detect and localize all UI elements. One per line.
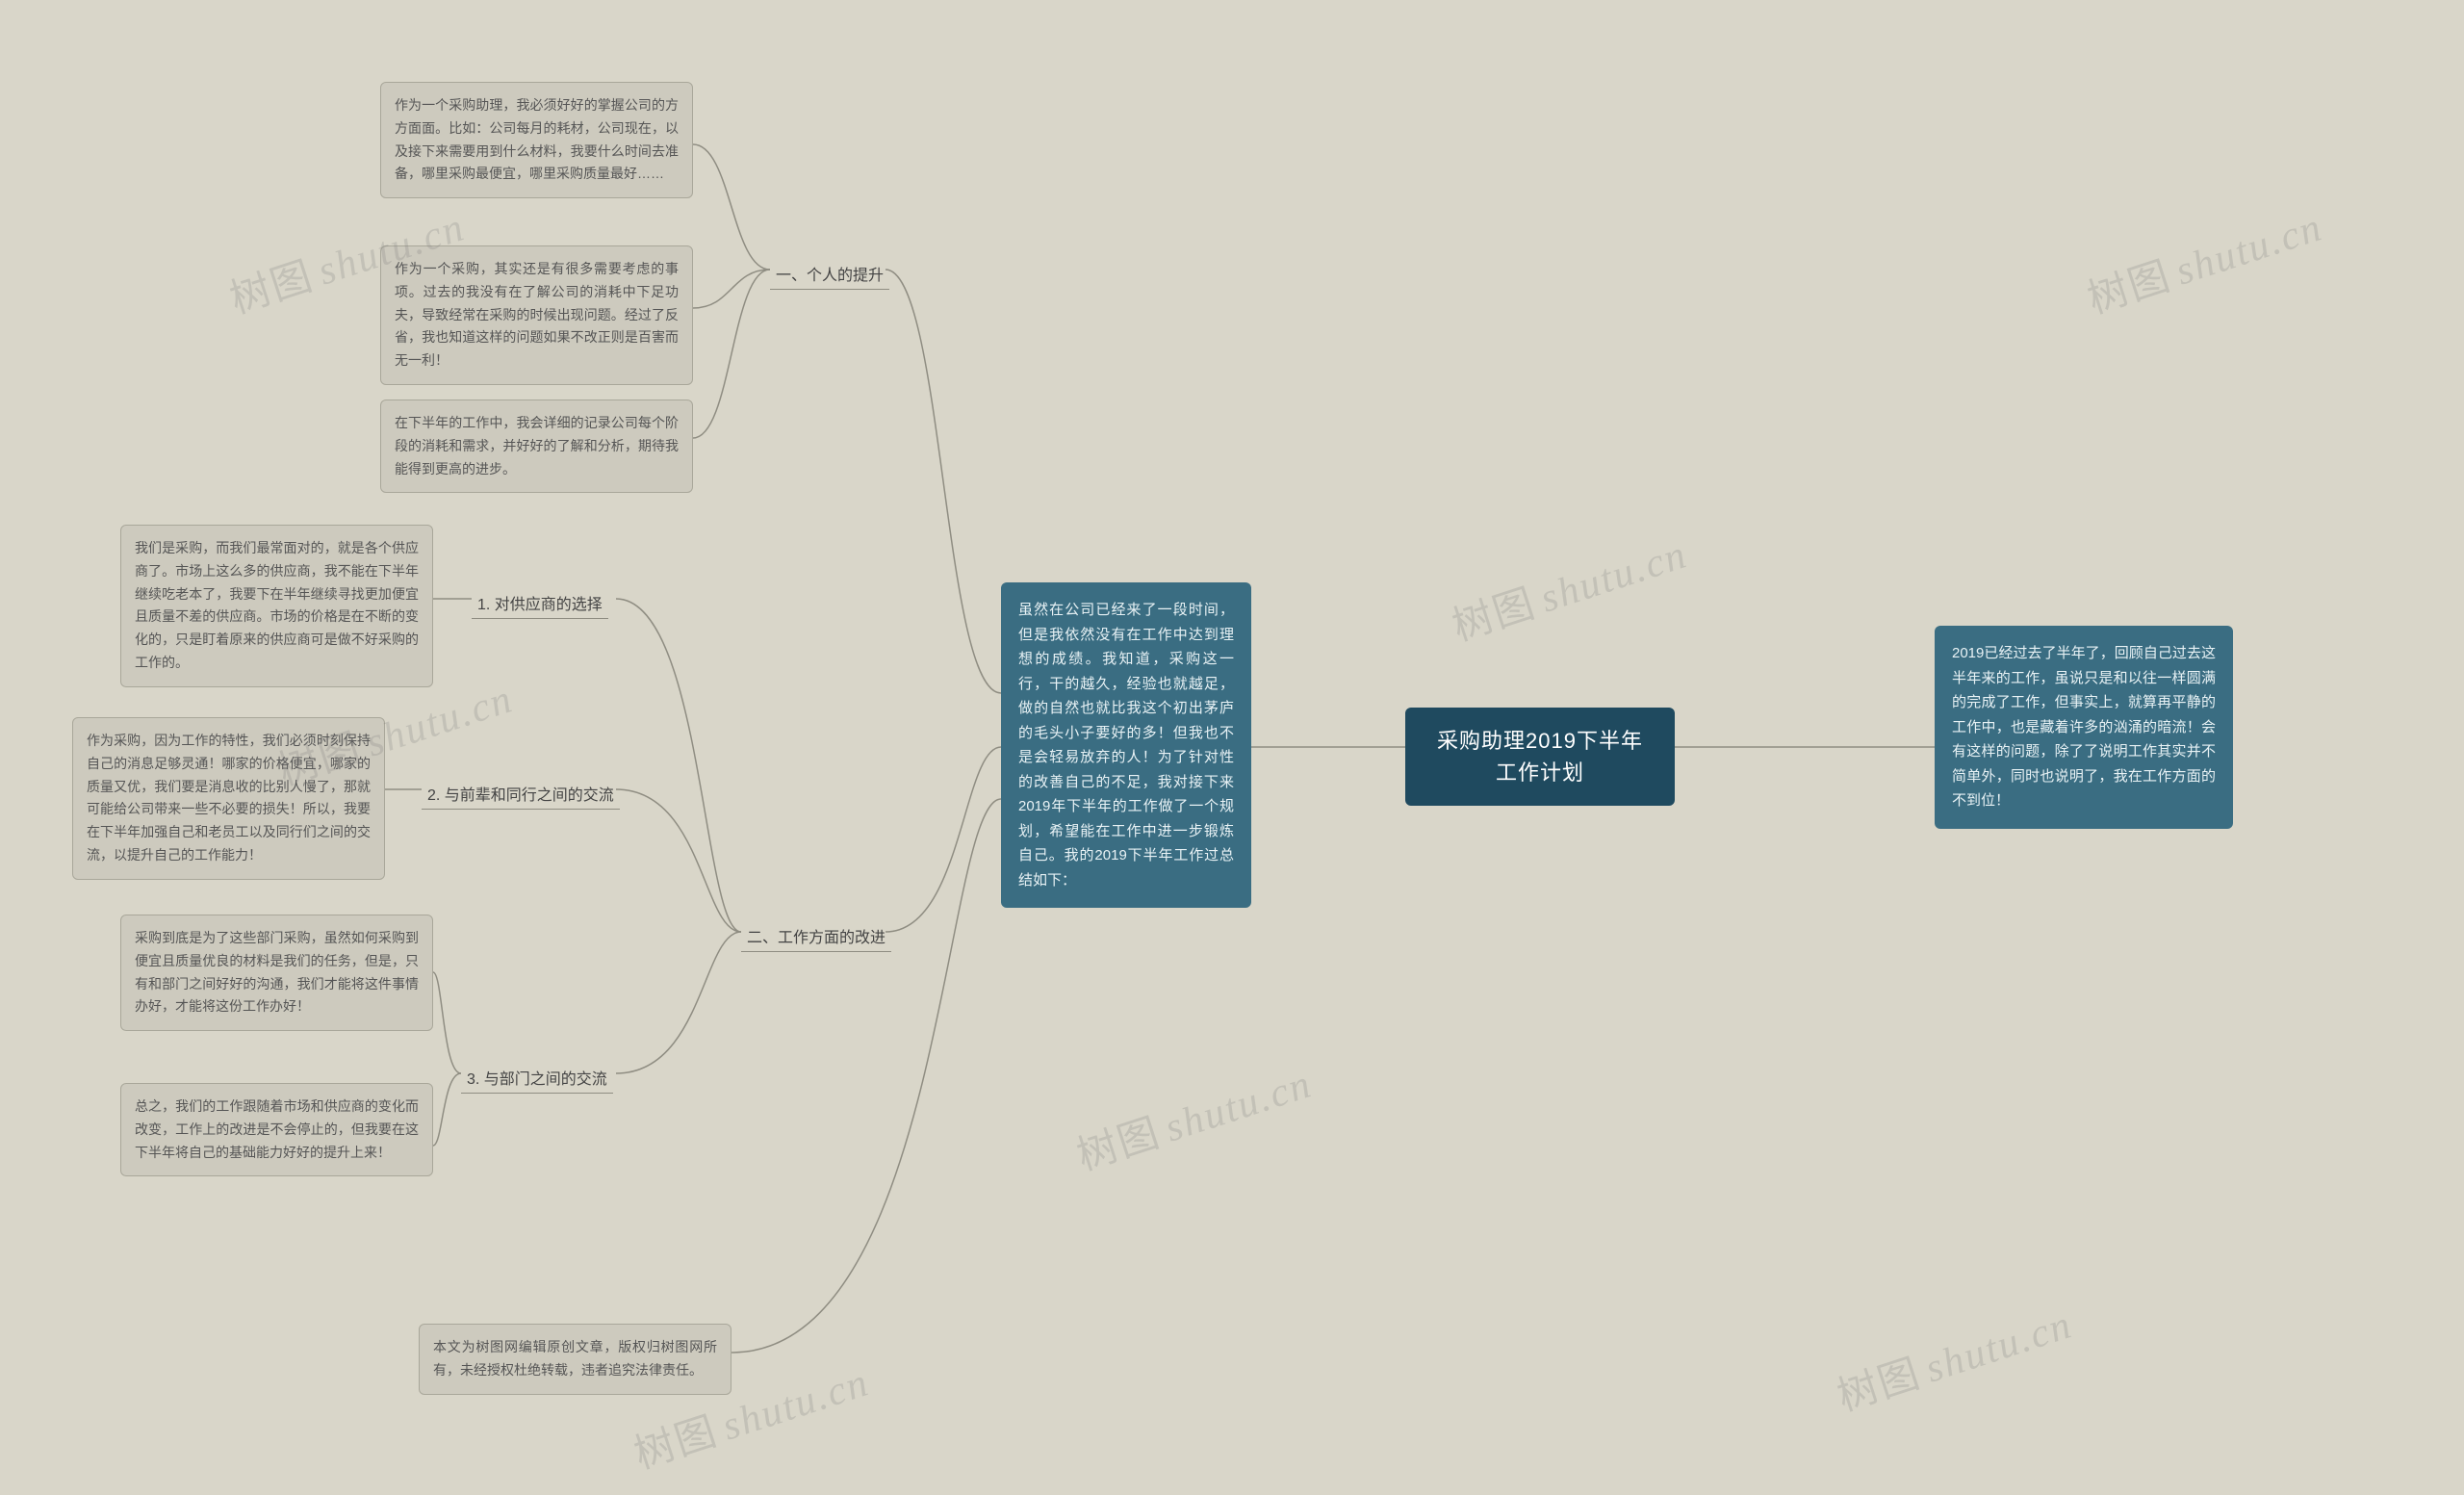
leaf-b1-1[interactable]: 作为一个采购助理，我必须好好的掌握公司的方方面面。比如：公司每月的耗材，公司现在… bbox=[380, 82, 693, 198]
watermark: 树图shutu.cn bbox=[1829, 1292, 2079, 1423]
watermark: 树图shutu.cn bbox=[1444, 522, 1694, 653]
leaf-b1-3[interactable]: 在下半年的工作中，我会详细的记录公司每个阶段的消耗和需求，并好好的了解和分析，期… bbox=[380, 400, 693, 493]
right-summary-text: 2019已经过去了半年了，回顾自己过去这半年来的工作，虽说只是和以往一样圆满的完… bbox=[1952, 645, 2216, 809]
watermark: 树图shutu.cn bbox=[1068, 1051, 1319, 1182]
leaf-b1-2-text: 作为一个采购，其实还是有很多需要考虑的事项。过去的我没有在了解公司的消耗中下足功… bbox=[395, 261, 679, 368]
leaf-s3-2[interactable]: 总之，我们的工作跟随着市场和供应商的变化而改变，工作上的改进是不会停止的，但我要… bbox=[120, 1083, 433, 1176]
left-summary-text: 虽然在公司已经来了一段时间，但是我依然没有在工作中达到理想的成绩。我知道，采购这… bbox=[1018, 602, 1234, 889]
s1-title: 1. 对供应商的选择 bbox=[477, 597, 603, 613]
subbranch-supplier-selection[interactable]: 1. 对供应商的选择 bbox=[472, 587, 608, 619]
subbranch-peer-communication[interactable]: 2. 与前辈和同行之间的交流 bbox=[422, 778, 620, 810]
branch-work-improvement[interactable]: 二、工作方面的改进 bbox=[741, 920, 891, 952]
leaf-s3-2-text: 总之，我们的工作跟随着市场和供应商的变化而改变，工作上的改进是不会停止的，但我要… bbox=[135, 1098, 419, 1160]
leaf-s3-1-text: 采购到底是为了这些部门采购，虽然如何采购到便宜且质量优良的材料是我们的任务，但是… bbox=[135, 930, 419, 1014]
root-title: 采购助理2019下半年工作计划 bbox=[1437, 729, 1643, 785]
branch-personal-improvement[interactable]: 一、个人的提升 bbox=[770, 258, 889, 290]
leaf-s1-1-text: 我们是采购，而我们最常面对的，就是各个供应商了。市场上这么多的供应商，我不能在下… bbox=[135, 540, 419, 670]
leaf-copyright[interactable]: 本文为树图网编辑原创文章，版权归树图网所有，未经授权杜绝转载，违者追究法律责任。 bbox=[419, 1324, 732, 1395]
leaf-copyright-text: 本文为树图网编辑原创文章，版权归树图网所有，未经授权杜绝转载，违者追究法律责任。 bbox=[433, 1339, 717, 1378]
leaf-s1-1[interactable]: 我们是采购，而我们最常面对的，就是各个供应商了。市场上这么多的供应商，我不能在下… bbox=[120, 525, 433, 687]
leaf-b1-1-text: 作为一个采购助理，我必须好好的掌握公司的方方面面。比如：公司每月的耗材，公司现在… bbox=[395, 97, 679, 181]
mindmap-stage: 采购助理2019下半年工作计划 2019已经过去了半年了，回顾自己过去这半年来的… bbox=[0, 0, 2464, 1495]
branch2-title: 二、工作方面的改进 bbox=[747, 930, 886, 946]
root-node[interactable]: 采购助理2019下半年工作计划 bbox=[1405, 708, 1675, 806]
left-summary-node[interactable]: 虽然在公司已经来了一段时间，但是我依然没有在工作中达到理想的成绩。我知道，采购这… bbox=[1001, 582, 1251, 908]
subbranch-department-communication[interactable]: 3. 与部门之间的交流 bbox=[461, 1062, 613, 1094]
leaf-b1-3-text: 在下半年的工作中，我会详细的记录公司每个阶段的消耗和需求，并好好的了解和分析，期… bbox=[395, 415, 679, 477]
branch1-title: 一、个人的提升 bbox=[776, 268, 884, 284]
watermark: 树图shutu.cn bbox=[2079, 194, 2329, 325]
s2-title: 2. 与前辈和同行之间的交流 bbox=[427, 787, 614, 804]
right-summary-node[interactable]: 2019已经过去了半年了，回顾自己过去这半年来的工作，虽说只是和以往一样圆满的完… bbox=[1935, 626, 2233, 829]
leaf-s3-1[interactable]: 采购到底是为了这些部门采购，虽然如何采购到便宜且质量优良的材料是我们的任务，但是… bbox=[120, 915, 433, 1031]
leaf-b1-2[interactable]: 作为一个采购，其实还是有很多需要考虑的事项。过去的我没有在了解公司的消耗中下足功… bbox=[380, 245, 693, 385]
s3-title: 3. 与部门之间的交流 bbox=[467, 1071, 607, 1088]
